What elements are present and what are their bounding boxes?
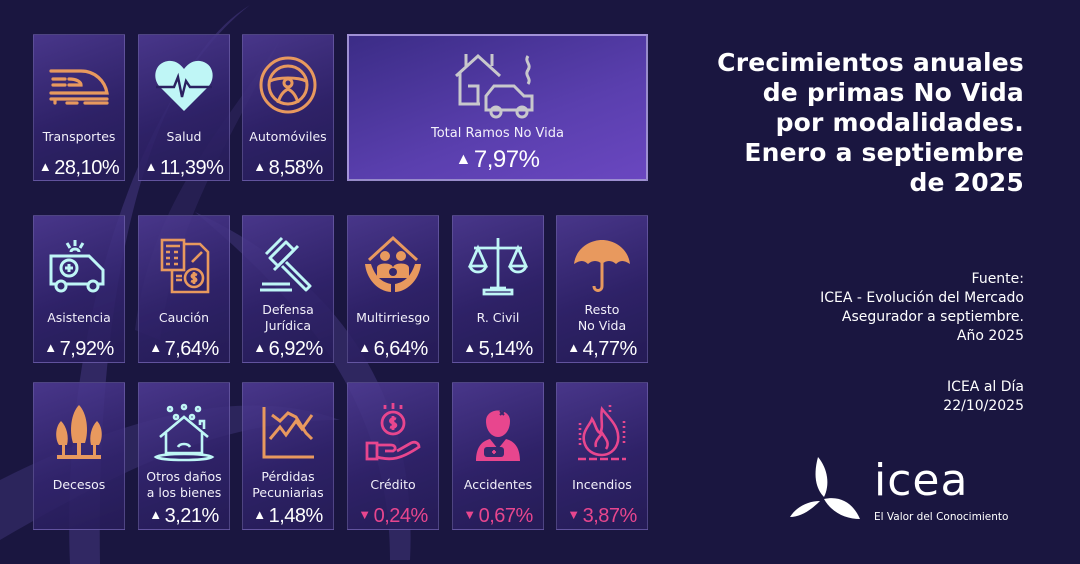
- card-value: ▲ 1,48%: [253, 505, 323, 527]
- card-total-ramos-no-vida: Total Ramos No Vida ▲ 7,97%: [347, 34, 648, 181]
- card-label: Pérdidas Pecuniarias: [252, 469, 324, 500]
- card-defensa-juridica: Defensa Jurídica ▲ 6,92%: [242, 215, 334, 363]
- card-label: Decesos: [52, 477, 106, 492]
- fire-icon: [570, 401, 634, 465]
- card-value: ▲ 5,14%: [463, 338, 533, 360]
- card-value: ▲ 6,92%: [253, 338, 323, 360]
- injured-person-icon: [466, 401, 530, 465]
- family-house-hands-icon: [361, 234, 425, 298]
- ambulance-icon: [47, 234, 111, 298]
- card-value: ▲ 8,58%: [253, 157, 323, 179]
- umbrella-icon: [570, 234, 634, 298]
- card-decesos: Decesos: [33, 382, 125, 530]
- card-value: ▼ 0,24%: [358, 505, 428, 527]
- card-incendios: Incendios ▼ 3,87%: [556, 382, 648, 530]
- up-arrow-icon: ▲: [253, 159, 266, 174]
- heart-pulse-icon: [152, 53, 216, 117]
- card-salud: Salud ▲ 11,39%: [138, 34, 230, 181]
- card-value: ▲ 6,64%: [358, 338, 428, 360]
- up-arrow-icon: ▲: [144, 159, 158, 174]
- gavel-icon: [256, 234, 320, 298]
- card-label: Otros daños a los bienes: [146, 469, 222, 500]
- icea-logo-mark-icon: [790, 457, 860, 519]
- card-label: Defensa Jurídica: [262, 302, 314, 333]
- card-otros-danos: Otros daños a los bienes ▲ 3,21%: [138, 382, 230, 530]
- card-accidentes: Accidentes ▼ 0,67%: [452, 382, 544, 530]
- up-arrow-icon: ▲: [253, 507, 266, 522]
- up-arrow-icon: ▲: [463, 340, 476, 355]
- up-arrow-icon: ▲: [358, 340, 371, 355]
- card-label: R. Civil: [476, 310, 520, 325]
- flooded-house-icon: [152, 401, 216, 465]
- down-arrow-icon: ▼: [463, 507, 476, 522]
- up-arrow-icon: ▲: [253, 340, 266, 355]
- down-arrow-icon: ▼: [567, 507, 580, 522]
- cypress-trees-icon: [47, 401, 111, 465]
- card-label: Caución: [158, 310, 210, 325]
- house-car-icon: [450, 48, 546, 120]
- calculator-document-icon: [152, 234, 216, 298]
- card-label: Asistencia: [47, 310, 111, 325]
- card-value: ▲ 11,39%: [144, 157, 224, 179]
- card-credito: Crédito ▼ 0,24%: [347, 382, 439, 530]
- train-icon: [47, 53, 111, 117]
- card-label: Total Ramos No Vida: [431, 126, 564, 141]
- coin-hand-icon: [361, 401, 425, 465]
- card-label: Incendios: [572, 477, 632, 492]
- steering-wheel-icon: [256, 53, 320, 117]
- card-perdidas-pecuniarias: Pérdidas Pecuniarias ▲ 1,48%: [242, 382, 334, 530]
- up-arrow-icon: ▲: [149, 507, 162, 522]
- logo-wordmark: icea: [874, 455, 969, 506]
- up-arrow-icon: ▲: [567, 340, 580, 355]
- logo-tagline: El Valor del Conocimiento: [874, 511, 1009, 523]
- card-label: Resto No Vida: [577, 302, 627, 333]
- card-value: ▲ 4,77%: [567, 338, 637, 360]
- line-chart-icon: [256, 401, 320, 465]
- card-resto-no-vida: Resto No Vida ▲ 4,77%: [556, 215, 648, 363]
- card-label: Multirriesgo: [356, 310, 430, 325]
- card-label: Salud: [166, 129, 202, 144]
- icea-logo: icea El Valor del Conocimiento: [788, 455, 1038, 535]
- card-multirriesgo: Multirriesgo ▲ 6,64%: [347, 215, 439, 363]
- up-arrow-icon: ▲: [38, 159, 52, 174]
- card-value: ▲ 7,97%: [455, 146, 540, 173]
- up-arrow-icon: ▲: [44, 340, 57, 355]
- card-label: Transportes: [42, 129, 116, 144]
- card-value: ▼ 0,67%: [463, 505, 533, 527]
- source-note: Fuente: ICEA - Evolución del Mercado Ase…: [820, 271, 1024, 344]
- card-automoviles: Automóviles ▲ 8,58%: [242, 34, 334, 181]
- card-transportes: Transportes ▲ 28,10%: [33, 34, 125, 181]
- up-arrow-icon: ▲: [455, 151, 472, 168]
- card-r-civil: R. Civil ▲ 5,14%: [452, 215, 544, 363]
- card-caucion: Caución ▲ 7,64%: [138, 215, 230, 363]
- scales-icon: [466, 234, 530, 298]
- card-value: ▲ 3,21%: [149, 505, 219, 527]
- down-arrow-icon: ▼: [358, 507, 371, 522]
- card-asistencia: Asistencia ▲ 7,92%: [33, 215, 125, 363]
- edition-date: ICEA al Día 22/10/2025: [943, 379, 1024, 414]
- card-label: Crédito: [370, 477, 416, 492]
- page-title: Crecimientos anuales de primas No Vida p…: [717, 48, 1024, 197]
- up-arrow-icon: ▲: [149, 340, 162, 355]
- card-value: ▲ 28,10%: [38, 157, 120, 179]
- card-value: ▼ 3,87%: [567, 505, 637, 527]
- card-label: Automóviles: [249, 129, 327, 144]
- card-value: ▲ 7,92%: [44, 338, 114, 360]
- card-label: Accidentes: [463, 477, 533, 492]
- card-value: ▲ 7,64%: [149, 338, 219, 360]
